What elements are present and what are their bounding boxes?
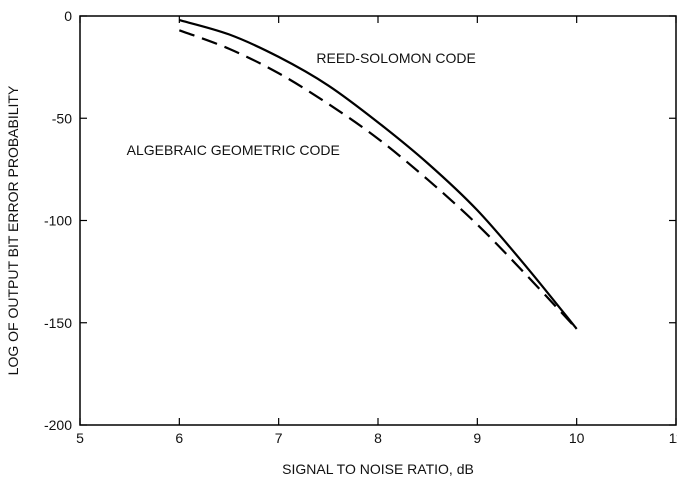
y-tick-label: -150 [44,315,72,331]
reed-solomon-line [179,19,578,330]
x-tick-label: 9 [473,430,481,446]
annotations: REED-SOLOMON CODE ALGEBRAIC GEOMETRIC COD… [127,50,476,158]
x-tick-label: 10 [569,430,585,446]
y-tick-label: 0 [64,8,72,24]
plot-frame [79,15,677,426]
algebraic-geometric-label: ALGEBRAIC GEOMETRIC CODE [127,142,340,158]
series-layer [178,19,578,330]
y-tick-label: -50 [52,110,72,126]
reed-solomon-label: REED-SOLOMON CODE [316,50,475,66]
tick-marks [79,15,677,426]
x-tick-label: 11 [669,430,677,446]
y-tick-label: -200 [44,417,72,433]
algebraic-geometric-line [178,29,578,330]
y-tick-label: -100 [44,213,72,229]
x-tick-label: 6 [175,430,183,446]
x-tick-labels: 5 6 7 8 9 10 11 [76,430,677,446]
x-axis-label: SIGNAL TO NOISE RATIO, dB [282,461,474,477]
x-tick-label: 5 [76,430,84,446]
x-tick-label: 7 [275,430,283,446]
y-tick-labels: 0 -50 -100 -150 -200 [44,8,72,433]
x-tick-label: 8 [374,430,382,446]
y-axis-label: LOG OF OUTPUT BIT ERROR PROBABILITY [5,85,21,375]
